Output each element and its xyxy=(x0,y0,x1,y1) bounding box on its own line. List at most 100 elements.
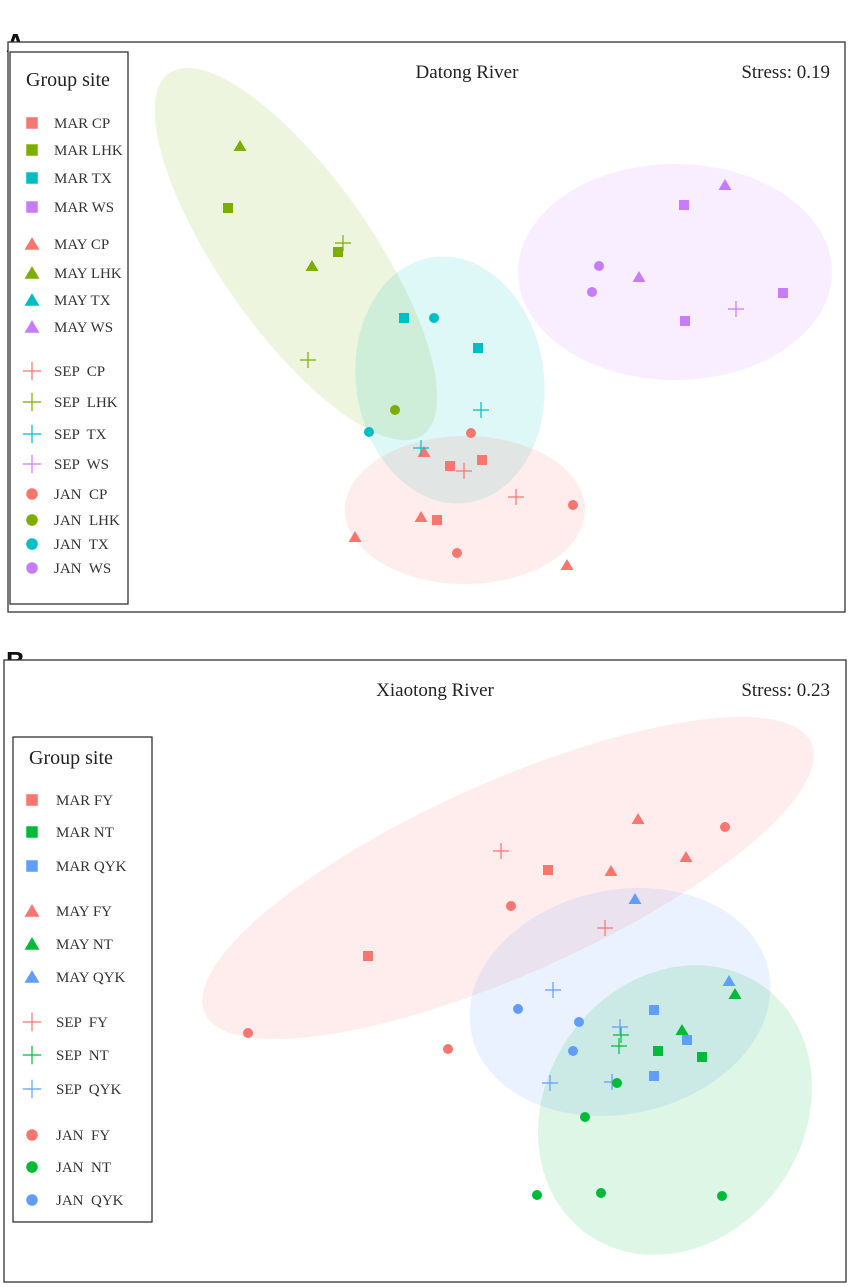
confidence-ellipse-qyk xyxy=(469,887,771,1117)
point-sep-tx xyxy=(473,402,489,418)
legend-marker-may-nt xyxy=(24,937,40,950)
point-sep-fy xyxy=(597,920,613,936)
legend-label: SEP TX xyxy=(54,427,107,443)
point-jan-cp xyxy=(452,548,462,558)
point-jan-cp xyxy=(466,428,476,438)
point-mar-cp xyxy=(477,455,487,465)
legend-label: SEP FY xyxy=(56,1015,108,1031)
legend-marker-mar-fy xyxy=(26,794,38,806)
point-sep-lhk xyxy=(335,235,351,251)
point-mar-nt xyxy=(697,1052,707,1062)
point-jan-nt xyxy=(580,1112,590,1122)
legend-label: SEP WS xyxy=(54,457,109,473)
legend-marker-mar-cp xyxy=(26,117,38,129)
point-sep-cp xyxy=(508,489,524,505)
confidence-ellipse-fy xyxy=(202,716,814,1040)
legend-label: SEP QYK xyxy=(56,1082,121,1098)
point-mar-qyk xyxy=(682,1035,692,1045)
legend-label: MAR NT xyxy=(56,825,114,841)
legend-marker-sep-tx xyxy=(22,424,42,444)
point-sep-ws xyxy=(728,301,744,317)
confidence-ellipse-ws xyxy=(518,164,832,380)
confidence-ellipse-lhk xyxy=(154,67,438,441)
point-sep-nt xyxy=(613,1027,629,1043)
legend-label: MAR LHK xyxy=(54,143,123,159)
legend-label: SEP NT xyxy=(56,1048,109,1064)
legend-label: MAY WS xyxy=(54,320,113,336)
chart-title: Xiaotong River xyxy=(376,680,494,701)
legend-marker-sep-qyk xyxy=(22,1079,42,1099)
legend-marker-may-qyk xyxy=(24,970,40,983)
legend-marker-sep-nt xyxy=(22,1045,42,1065)
point-jan-ws xyxy=(594,261,604,271)
legend-marker-sep-cp xyxy=(22,361,42,381)
chart-title: Datong River xyxy=(416,62,520,83)
legend-label: JAN TX xyxy=(54,537,109,553)
point-may-fy xyxy=(679,851,693,862)
point-mar-ws xyxy=(778,288,788,298)
stress-value: Stress: 0.23 xyxy=(741,680,830,701)
legend-label: SEP CP xyxy=(54,364,105,380)
point-mar-lhk xyxy=(223,203,233,213)
legend-label: MAR CP xyxy=(54,116,110,132)
point-mar-tx xyxy=(399,313,409,323)
point-jan-qyk xyxy=(574,1017,584,1027)
point-mar-qyk xyxy=(649,1071,659,1081)
point-sep-cp xyxy=(456,463,472,479)
point-jan-nt xyxy=(612,1078,622,1088)
legend-marker-may-ws xyxy=(24,320,40,333)
legend: Group site MAR FY MAR NT MAR QYK MAY FY MAY N… xyxy=(12,736,153,1223)
legend-label: MAR WS xyxy=(54,200,114,216)
point-may-nt xyxy=(675,1024,689,1035)
legend-label: MAY TX xyxy=(54,293,111,309)
legend: Group site MAR CP MAR LHK MAR TX MAR WS MAY C… xyxy=(9,51,129,605)
point-may-nt xyxy=(728,988,742,999)
confidence-ellipse-nt xyxy=(538,965,812,1255)
plot-frame xyxy=(7,41,846,613)
legend-marker-sep-fy xyxy=(22,1012,42,1032)
point-sep-qyk xyxy=(612,1019,628,1035)
point-jan-nt xyxy=(717,1191,727,1201)
legend-marker-mar-tx xyxy=(26,172,38,184)
point-mar-fy xyxy=(363,951,373,961)
legend-marker-may-tx xyxy=(24,293,40,306)
legend-label: JAN CP xyxy=(54,487,107,503)
point-mar-cp xyxy=(432,515,442,525)
point-may-qyk xyxy=(628,893,642,904)
point-jan-nt xyxy=(532,1190,542,1200)
point-mar-lhk xyxy=(333,247,343,257)
point-sep-lhk xyxy=(300,352,316,368)
point-may-fy xyxy=(631,813,645,824)
legend-label: JAN NT xyxy=(56,1160,111,1176)
legend-marker-mar-qyk xyxy=(26,860,38,872)
point-may-ws xyxy=(718,179,732,190)
point-jan-fy xyxy=(720,822,730,832)
point-may-lhk xyxy=(305,260,319,271)
legend-label: JAN QYK xyxy=(56,1193,124,1209)
legend-marker-mar-lhk xyxy=(26,144,38,156)
legend-label: MAY FY xyxy=(56,904,112,920)
point-jan-fy xyxy=(506,901,516,911)
point-jan-qyk xyxy=(513,1004,523,1014)
point-mar-fy xyxy=(543,865,553,875)
legend-marker-jan-lhk xyxy=(26,514,38,526)
point-sep-qyk xyxy=(542,1075,558,1091)
legend-marker-jan-qyk xyxy=(26,1194,38,1206)
point-jan-nt xyxy=(596,1188,606,1198)
point-may-ws xyxy=(632,271,646,282)
point-mar-cp xyxy=(445,461,455,471)
legend-marker-jan-tx xyxy=(26,538,38,550)
legend-marker-sep-lhk xyxy=(22,392,42,412)
legend-label: MAY LHK xyxy=(54,266,122,282)
legend-marker-jan-fy xyxy=(26,1129,38,1141)
point-mar-ws xyxy=(680,316,690,326)
point-jan-lhk xyxy=(390,405,400,415)
point-mar-ws xyxy=(679,200,689,210)
point-may-lhk xyxy=(233,140,247,151)
point-jan-fy xyxy=(443,1044,453,1054)
point-mar-qyk xyxy=(649,1005,659,1015)
legend-marker-mar-ws xyxy=(26,201,38,213)
